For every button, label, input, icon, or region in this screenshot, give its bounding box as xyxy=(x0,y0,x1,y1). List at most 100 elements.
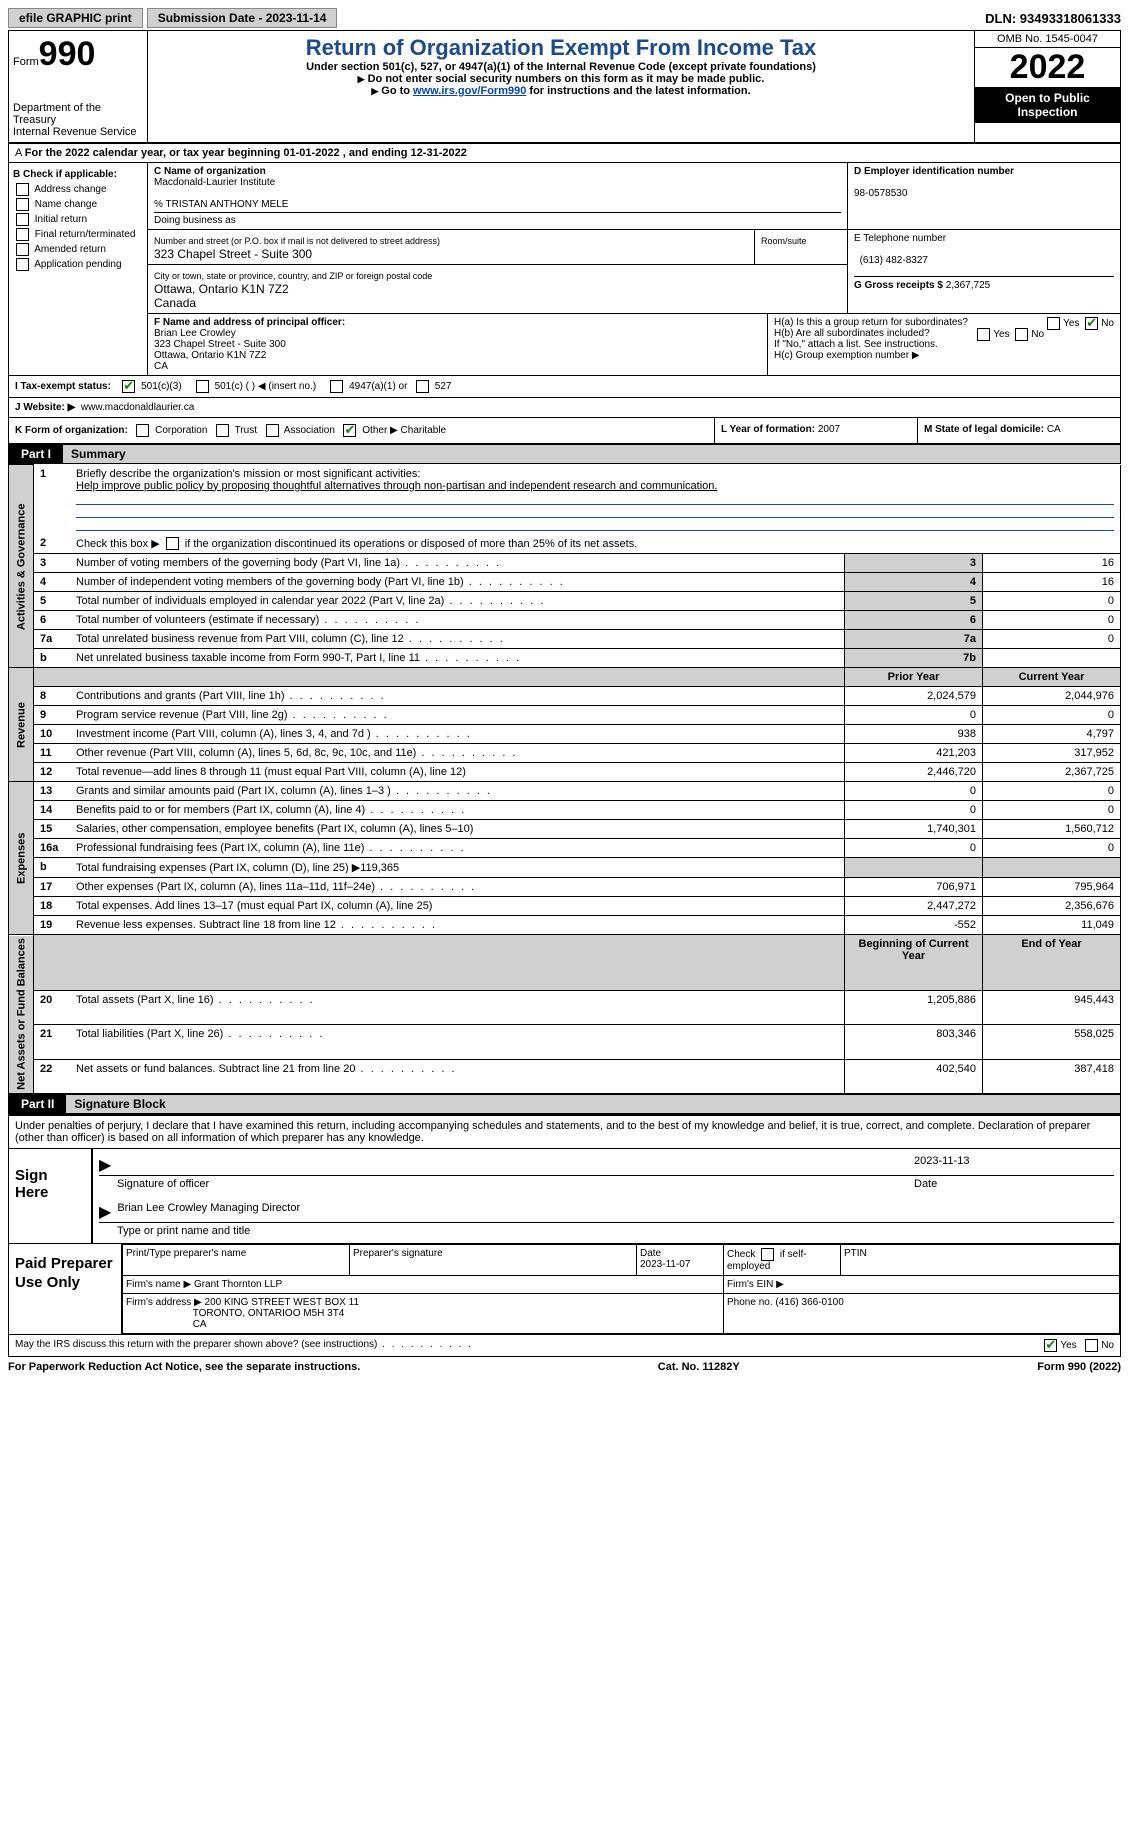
k-trust-checkbox[interactable] xyxy=(216,424,229,437)
checkbox-app-pending[interactable] xyxy=(16,258,29,271)
submission-date-button[interactable]: Submission Date - 2023-11-14 xyxy=(147,8,338,28)
k-other-checkbox[interactable] xyxy=(343,424,356,437)
selfemp-checkbox[interactable] xyxy=(761,1248,774,1261)
checkbox-final-return[interactable] xyxy=(16,228,29,241)
form-header: Form990 Department of the Treasury Inter… xyxy=(8,30,1121,144)
box-k: K Form of organization: Corporation Trus… xyxy=(9,418,714,443)
hb-yes: Yes xyxy=(993,329,1009,340)
discuss-no: No xyxy=(1101,1340,1114,1351)
p10: 938 xyxy=(845,725,983,744)
l7b-label: Net unrelated business taxable income fr… xyxy=(76,652,420,664)
ptin-head: PTIN xyxy=(841,1244,1120,1275)
irs-label: Internal Revenue Service xyxy=(13,126,143,138)
subtitle-1: Under section 501(c), 527, or 4947(a)(1)… xyxy=(156,61,966,73)
year-box: OMB No. 1545-0047 2022 Open to Public In… xyxy=(974,31,1120,142)
officer-name: Brian Lee Crowley xyxy=(154,328,236,339)
l22-label: Net assets or fund balances. Subtract li… xyxy=(76,1063,355,1075)
discuss-no-checkbox[interactable] xyxy=(1085,1339,1098,1352)
c13: 0 xyxy=(983,782,1121,801)
i-label: I Tax-exempt status: xyxy=(15,381,111,392)
l2-label: Check this box ▶ if the organization dis… xyxy=(76,538,637,550)
m-value: CA xyxy=(1047,424,1061,435)
i-4947-checkbox[interactable] xyxy=(330,380,343,393)
k-label: K Form of organization: xyxy=(15,425,128,436)
dln-label: DLN: 93493318061333 xyxy=(985,11,1121,26)
hb-no-checkbox[interactable] xyxy=(1015,328,1028,341)
goto-prefix: Go to xyxy=(371,85,413,97)
c9: 0 xyxy=(983,706,1121,725)
tab-netassets: Net Assets or Fund Balances xyxy=(9,935,34,1094)
irs-link[interactable]: www.irs.gov/Form990 xyxy=(413,85,526,97)
i-527-checkbox[interactable] xyxy=(416,380,429,393)
p14: 0 xyxy=(845,801,983,820)
l14-label: Benefits paid to or for members (Part IX… xyxy=(76,804,365,816)
ha-no-checkbox[interactable] xyxy=(1085,317,1098,330)
firm-name: Grant Thornton LLP xyxy=(194,1279,282,1290)
tab-governance: Activities & Governance xyxy=(9,465,34,668)
l1-label: Briefly describe the organization's miss… xyxy=(76,468,420,480)
ha-yes: Yes xyxy=(1063,318,1079,329)
c16a: 0 xyxy=(983,839,1121,858)
i-527: 527 xyxy=(435,381,452,392)
website-value: www.macdonaldlaurier.ca xyxy=(81,402,194,413)
c22: 387,418 xyxy=(983,1059,1121,1093)
topbar: efile GRAPHIC print Submission Date - 20… xyxy=(8,8,1121,28)
c18: 2,356,676 xyxy=(983,897,1121,916)
sig-date-label: Date xyxy=(914,1178,1114,1190)
i-501c-checkbox[interactable] xyxy=(196,380,209,393)
form-word: Form xyxy=(13,56,39,68)
l8-label: Contributions and grants (Part VIII, lin… xyxy=(76,690,285,702)
form-number: 990 xyxy=(39,35,96,73)
paperwork-notice: For Paperwork Reduction Act Notice, see … xyxy=(8,1361,360,1373)
k-trust: Trust xyxy=(235,425,257,436)
sign-here-row: Sign Here ▶2023-11-13 Signature of offic… xyxy=(9,1149,1120,1243)
checkbox-address-change[interactable] xyxy=(16,183,29,196)
c10: 4,797 xyxy=(983,725,1121,744)
box-d: D Employer identification number 98-0578… xyxy=(848,163,1120,229)
k-corp-checkbox[interactable] xyxy=(136,424,149,437)
l9-label: Program service revenue (Part VIII, line… xyxy=(76,709,288,721)
c-label: C Name of organization xyxy=(154,166,266,177)
p17: 706,971 xyxy=(845,878,983,897)
box-l: L Year of formation: 2007 xyxy=(714,418,917,443)
firm-addr3: CA xyxy=(193,1319,207,1330)
part1-header: Part I Summary xyxy=(8,444,1121,464)
c8: 2,044,976 xyxy=(983,687,1121,706)
i-501c3-checkbox[interactable] xyxy=(122,380,135,393)
v6: 0 xyxy=(983,611,1121,630)
opt-initial-return: Initial return xyxy=(35,214,87,225)
room-label: Room/suite xyxy=(761,236,807,246)
l3-label: Number of voting members of the governin… xyxy=(76,557,400,569)
ha-yes-checkbox[interactable] xyxy=(1047,317,1060,330)
checkbox-amended[interactable] xyxy=(16,243,29,256)
l19-label: Revenue less expenses. Subtract line 18 … xyxy=(76,919,336,931)
phone-value: (613) 482-8327 xyxy=(860,255,928,266)
part1-title: Summary xyxy=(63,445,1120,463)
opt-final-return: Final return/terminated xyxy=(35,229,136,240)
l18-label: Total expenses. Add lines 13–17 (must eq… xyxy=(76,900,432,912)
efile-print-button[interactable]: efile GRAPHIC print xyxy=(8,8,143,28)
dept-treasury: Department of the Treasury xyxy=(13,102,143,126)
firm-addr2: TORONTO, ONTARIOO M5H 3T4 xyxy=(193,1308,345,1319)
discuss-yes-checkbox[interactable] xyxy=(1044,1339,1057,1352)
row-j: J Website: ▶ www.macdonaldlaurier.ca xyxy=(8,398,1121,418)
d-label: D Employer identification number xyxy=(854,166,1014,177)
omb-number: OMB No. 1545-0047 xyxy=(975,31,1120,48)
k-assoc-checkbox[interactable] xyxy=(266,424,279,437)
city-value: Ottawa, Ontario K1N 7Z2 xyxy=(154,282,289,296)
hb-label: H(b) Are all subordinates included? xyxy=(774,328,930,339)
l2-checkbox[interactable] xyxy=(166,537,179,550)
col-b-checkboxes: B Check if applicable: Address change Na… xyxy=(9,163,148,375)
j-label: J Website: ▶ xyxy=(15,402,75,413)
prep-date-val: 2023-11-07 xyxy=(640,1259,690,1270)
checkbox-initial-return[interactable] xyxy=(16,213,29,226)
l16b-label: Total fundraising expenses (Part IX, col… xyxy=(76,862,360,874)
checkbox-name-change[interactable] xyxy=(16,198,29,211)
prep-date-head: Date xyxy=(640,1248,661,1259)
prep-name-head: Print/Type preparer's name xyxy=(123,1244,350,1275)
summary-table: Activities & Governance 1 Briefly descri… xyxy=(8,464,1121,1094)
l1-value: Help improve public policy by proposing … xyxy=(76,480,717,492)
hb-yes-checkbox[interactable] xyxy=(977,328,990,341)
p19: -552 xyxy=(845,916,983,935)
box-e: E Telephone number (613) 482-8327 G Gros… xyxy=(848,230,1120,313)
